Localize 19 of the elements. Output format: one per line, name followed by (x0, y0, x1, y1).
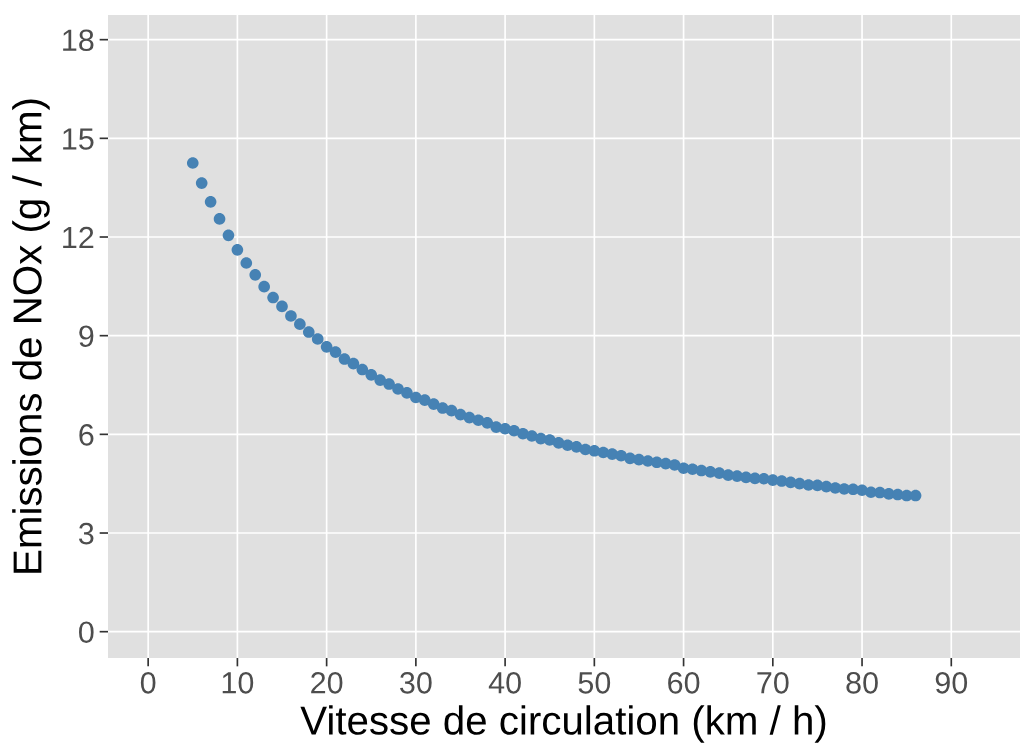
x-tick-label: 0 (140, 672, 156, 694)
y-tick-label: 6 (79, 424, 94, 446)
y-axis-title: Emissions de NOx (g / km) (12, 99, 50, 573)
x-tick-label: 60 (668, 672, 700, 694)
x-tick-label: 70 (757, 672, 789, 694)
x-axis-title: Vitesse de circulation (km / h) (300, 705, 826, 743)
y-tick-label: 12 (63, 226, 94, 249)
x-tick-label: 30 (400, 672, 432, 694)
x-tick-label: 40 (488, 672, 521, 694)
x-tick-label: 20 (311, 672, 343, 694)
y-tick-label: 15 (63, 128, 94, 150)
y-tick-label: 0 (79, 621, 94, 644)
x-tick-label: 10 (222, 672, 254, 694)
y-tick-label: 9 (79, 325, 94, 348)
y-tick-label: 18 (63, 29, 94, 52)
x-tick-label: 50 (578, 672, 611, 694)
y-tick-label: 3 (78, 522, 94, 545)
x-tick-label: 80 (846, 672, 878, 694)
x-tick-label: 90 (935, 672, 968, 694)
